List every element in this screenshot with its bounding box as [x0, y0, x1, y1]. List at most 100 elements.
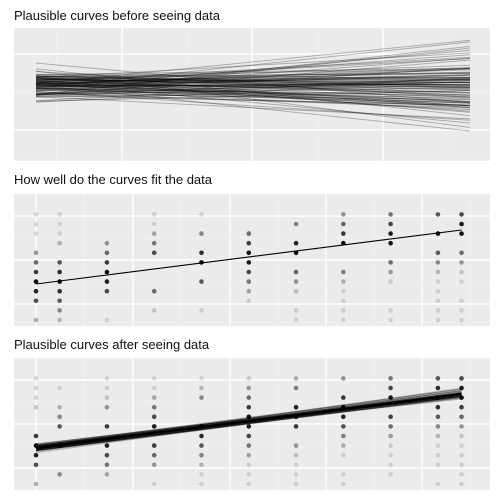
data-point — [459, 395, 464, 400]
data-point — [199, 443, 204, 448]
prior-curve — [35, 52, 471, 79]
prior-curve — [35, 89, 471, 98]
data-point — [293, 269, 299, 275]
data-point — [104, 260, 110, 265]
data-point — [151, 385, 157, 391]
data-point — [199, 279, 204, 284]
data-point — [435, 279, 441, 284]
prior-curve — [35, 72, 471, 83]
prior-curve — [35, 71, 471, 84]
fit-line — [35, 229, 462, 285]
posterior-curve — [35, 396, 462, 452]
data-point — [246, 260, 252, 265]
data-point — [435, 376, 441, 381]
data-point — [341, 452, 346, 458]
prior-curve — [35, 83, 471, 103]
data-point — [104, 279, 110, 284]
data-point — [33, 298, 39, 304]
prior-curve — [35, 83, 471, 102]
data-point — [341, 443, 346, 448]
data-point — [293, 221, 299, 227]
data-point — [57, 288, 62, 294]
prior-curve — [35, 59, 471, 96]
prior-curve — [35, 78, 471, 89]
data-point — [459, 443, 464, 448]
prior-curve — [35, 77, 471, 94]
data-point — [459, 376, 464, 381]
data-point — [246, 240, 252, 246]
data-point — [388, 472, 393, 477]
data-point — [293, 376, 299, 381]
prior-curve — [35, 56, 471, 83]
data-point — [57, 317, 62, 323]
prior-curve — [35, 62, 471, 104]
prior-curve — [35, 87, 471, 96]
data-point — [293, 385, 299, 391]
prior-curve — [35, 81, 471, 124]
posterior-curve — [35, 388, 462, 447]
data-point — [33, 250, 39, 256]
data-point — [388, 317, 393, 323]
data-point — [388, 443, 393, 448]
data-point — [246, 376, 252, 381]
data-point — [151, 376, 157, 381]
data-point — [33, 279, 39, 284]
data-point — [246, 433, 252, 439]
data-point — [341, 414, 346, 420]
data-point — [57, 308, 62, 313]
data-point — [33, 231, 39, 236]
prior-curve — [35, 80, 471, 103]
prior-curve — [35, 84, 471, 104]
data-point — [459, 212, 464, 217]
data-point — [33, 452, 39, 458]
data-point — [151, 231, 157, 236]
data-point — [293, 452, 299, 458]
data-point — [341, 317, 346, 323]
prior-curve — [35, 86, 471, 106]
data-point — [459, 317, 464, 323]
prior-curve — [35, 81, 471, 94]
prior-curve — [35, 49, 471, 90]
data-point — [388, 308, 393, 313]
data-point — [459, 481, 464, 487]
prior-curve — [35, 83, 471, 88]
prior-curve — [35, 79, 471, 84]
data-point — [459, 414, 464, 420]
prior-curve — [35, 74, 471, 88]
data-point — [33, 433, 39, 439]
prior-curve — [35, 81, 471, 94]
prior-curve — [35, 89, 471, 99]
posterior-curve — [35, 396, 462, 452]
prior-curve — [35, 87, 471, 95]
posterior-curves-plot — [14, 358, 490, 490]
data-point — [199, 250, 204, 256]
prior-curve — [35, 77, 471, 96]
data-point — [33, 376, 39, 381]
posterior-curve — [35, 392, 462, 445]
prior-curve — [35, 76, 471, 113]
prior-curve — [35, 91, 471, 121]
data-point — [459, 279, 464, 284]
data-point — [104, 250, 110, 256]
data-point — [459, 385, 464, 391]
prior-curve — [35, 79, 471, 85]
data-point — [341, 269, 346, 275]
prior-curve — [35, 83, 471, 86]
data-point — [388, 240, 393, 246]
prior-curve — [35, 95, 471, 106]
data-point — [388, 433, 393, 439]
prior-curve — [35, 83, 471, 108]
data-point — [459, 424, 464, 429]
data-point — [33, 221, 39, 227]
data-point — [151, 250, 157, 256]
data-point — [341, 433, 346, 439]
prior-curve — [35, 75, 471, 107]
prior-curve — [35, 81, 471, 95]
prior-curve — [35, 68, 471, 86]
prior-curve — [35, 84, 471, 88]
data-point — [341, 298, 346, 304]
data-point — [246, 462, 252, 468]
prior-curve — [35, 80, 471, 92]
prior-curve — [35, 92, 471, 109]
prior-curve — [35, 85, 471, 95]
